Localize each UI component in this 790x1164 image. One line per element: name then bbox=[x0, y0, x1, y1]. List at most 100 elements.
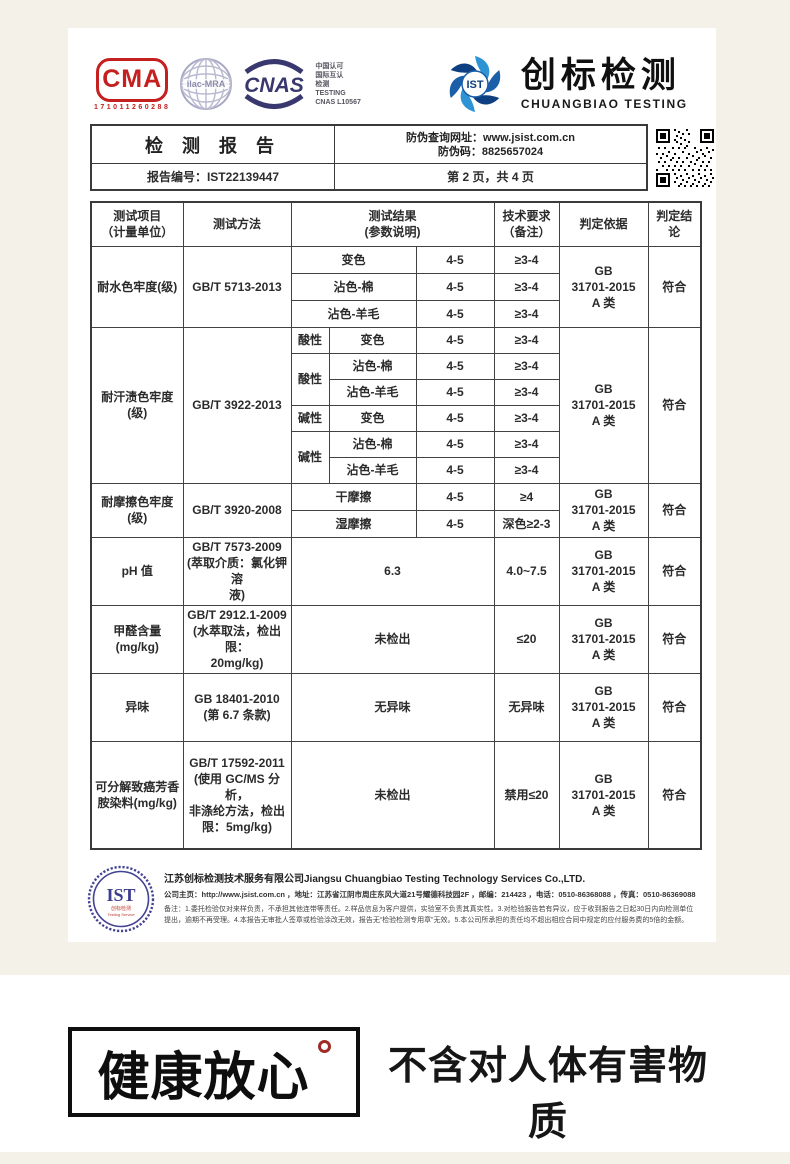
table-row: 沾色-羊毛 4-5 ≥3-4 bbox=[91, 378, 701, 406]
cell-basis: GB 31701-2015 A 类 bbox=[558, 604, 649, 674]
cell-requirement: ≥3-4 bbox=[493, 404, 560, 432]
accreditation-text: 中国认可 国际互认 检测 TESTING CNAS L10567 bbox=[315, 62, 361, 106]
qr-code-icon bbox=[656, 128, 714, 187]
cell-condition: 酸性 bbox=[290, 326, 330, 354]
cell-method: GB/T 5713-2013 bbox=[182, 245, 292, 328]
health-box-label: 健康放心 bbox=[97, 1048, 310, 1107]
cell-result-value: 4-5 bbox=[415, 326, 495, 354]
cma-label: CMA bbox=[102, 65, 163, 93]
cell-requirement: ≥3-4 bbox=[493, 378, 560, 406]
cell-item: 甲醛含量 (mg/kg) bbox=[90, 604, 184, 674]
claim-subline-jp: 人体に有害な物質は含まれていない bbox=[378, 1159, 718, 1164]
cell-requirement: ≥3-4 bbox=[493, 245, 560, 274]
cell-result-value: 无异味 bbox=[290, 672, 495, 742]
cell-basis: GB 31701-2015 A 类 bbox=[558, 536, 649, 606]
report-info-table: 检 测 报 告 防伪查询网址：www.jsist.com.cn 防伪码：8825… bbox=[90, 124, 648, 191]
brand-name-cn: 创标检测 bbox=[520, 55, 681, 95]
cell-requirement: 深色≥2-3 bbox=[493, 509, 560, 538]
cell-requirement: ≥3-4 bbox=[493, 352, 560, 380]
cell-item: 耐汗渍色牢度 (级) bbox=[90, 326, 184, 484]
cell-condition: 碱性 bbox=[290, 430, 330, 484]
cell-result-value: 4-5 bbox=[415, 482, 495, 511]
cell-result-label: 沾色-羊毛 bbox=[328, 378, 417, 406]
cell-result-value: 4-5 bbox=[415, 456, 495, 484]
antifake-url: 防伪查询网址：www.jsist.com.cn bbox=[406, 131, 575, 144]
cell-basis: GB 31701-2015 A 类 bbox=[558, 672, 649, 742]
page-indicator: 第 2 页，共 4 页 bbox=[335, 163, 646, 189]
ilac-label: ilac-MRA bbox=[187, 79, 226, 89]
cell-result-label: 湿摩擦 bbox=[290, 509, 417, 538]
claim-headline: 不含对人体有害物质 bbox=[387, 1045, 708, 1144]
cell-requirement: ≥3-4 bbox=[493, 456, 560, 484]
seal-sub-en: Testing Service bbox=[107, 912, 135, 917]
health-assurance-box: 健康放心 bbox=[68, 1027, 360, 1117]
cell-requirement: 无异味 bbox=[493, 672, 560, 742]
cell-verdict: 符合 bbox=[647, 536, 702, 606]
cell-requirement: ≥3-4 bbox=[493, 272, 560, 301]
cell-verdict: 符合 bbox=[647, 245, 702, 328]
table-row: 耐汗渍色牢度 (级) GB/T 3922-2013 酸性 变色 4-5 ≥3-4… bbox=[90, 326, 702, 484]
cell-result-label: 沾色-棉 bbox=[328, 352, 417, 380]
cma-logo: CMA 171011260288 bbox=[94, 57, 171, 111]
table-row: 碱性 沾色-棉 4-5 ≥3-4 bbox=[91, 430, 701, 484]
cell-result-value: 未检出 bbox=[290, 740, 495, 850]
cell-requirement: 4.0~7.5 bbox=[493, 536, 560, 606]
ist-logo-label: IST bbox=[466, 79, 483, 91]
company-contact: 公司主页：http://www.jsist.com.cn ，地址：江苏省江阴市周… bbox=[164, 890, 696, 899]
cell-method: GB/T 2912.1-2009 (水萃取法，检出限： 20mg/kg) bbox=[182, 604, 292, 674]
table-row: 耐摩擦色牢度 (级) GB/T 3920-2008 干摩擦 4-5 ≥4 GB … bbox=[90, 482, 702, 538]
certification-logos: CMA 171011260288 ilac-MRA CNAS 中国 bbox=[94, 52, 716, 116]
report-title: 检 测 报 告 bbox=[92, 126, 335, 163]
cell-result-value: 4-5 bbox=[415, 404, 495, 432]
cnas-label: CNAS bbox=[245, 74, 305, 97]
cell-result-label: 沾色-羊毛 bbox=[328, 456, 417, 484]
report-paper: CMA 171011260288 ilac-MRA CNAS 中国 bbox=[68, 28, 716, 942]
cell-verdict: 符合 bbox=[647, 740, 702, 850]
cell-result-label: 沾色-棉 bbox=[328, 430, 417, 458]
seal-label: IST bbox=[106, 885, 135, 905]
red-ring-icon bbox=[317, 1039, 331, 1053]
report-info-bar: 检 测 报 告 防伪查询网址：www.jsist.com.cn 防伪码：8825… bbox=[90, 124, 714, 191]
ilac-mra-icon: ilac-MRA bbox=[180, 58, 233, 110]
report-number: 报告编号：IST22139447 bbox=[92, 163, 335, 189]
company-name: 江苏创标检测技术服务有限公司Jiangsu Chuangbiao Testing… bbox=[164, 874, 586, 885]
cell-result-value: 4-5 bbox=[415, 352, 495, 380]
table-row: 酸性 沾色-棉 4-5 ≥3-4 bbox=[91, 352, 701, 406]
table-row: 碱性 变色 4-5 ≥3-4 bbox=[91, 404, 701, 432]
cell-result-label: 沾色-棉 bbox=[290, 272, 417, 301]
cell-result-label: 变色 bbox=[328, 326, 417, 354]
seal-sub-cn: 创标检测 bbox=[111, 905, 131, 912]
ist-logo-icon: IST bbox=[449, 56, 501, 112]
cell-condition: 碱性 bbox=[290, 404, 330, 432]
cell-result-value: 6.3 bbox=[290, 536, 495, 606]
cell-method: GB/T 3920-2008 bbox=[182, 482, 292, 538]
cell-basis: GB 31701-2015 A 类 bbox=[558, 326, 649, 484]
cell-result-value: 4-5 bbox=[415, 378, 495, 406]
cell-item: 耐水色牢度(级) bbox=[90, 245, 184, 328]
cell-verdict: 符合 bbox=[647, 326, 702, 484]
antifake-info: 防伪查询网址：www.jsist.com.cn 防伪码：8825657024 bbox=[335, 126, 646, 163]
table-row: 可分解致癌芳香 胺染料(mg/kg) GB/T 17592-2011 (使用 G… bbox=[90, 740, 702, 850]
brand-block: 创标检测 CHUANGBIAO TESTING bbox=[520, 55, 688, 111]
cell-result-label: 干摩擦 bbox=[290, 482, 417, 511]
cell-requirement: 禁用≤20 bbox=[493, 740, 560, 850]
header-result: 测试结果 (参数说明) bbox=[290, 201, 495, 247]
cell-item: 异味 bbox=[90, 672, 184, 742]
cell-requirement: ≥3-4 bbox=[493, 299, 560, 328]
cell-method: GB/T 3922-2013 bbox=[182, 326, 292, 484]
cma-number: 171011260288 bbox=[94, 103, 171, 111]
cell-requirement: ≥3-4 bbox=[493, 430, 560, 458]
cell-requirement: ≥4 bbox=[493, 482, 560, 511]
antifake-code: 防伪码：8825657024 bbox=[437, 145, 544, 158]
bottom-banner: 健康放心 不含对人体有害物质 人体に有害な物質は含まれていない bbox=[0, 975, 790, 1152]
cell-basis: GB 31701-2015 A 类 bbox=[558, 245, 649, 328]
table-row: pH 值 GB/T 7573-2009 (萃取介质：氯化钾溶 液) 6.3 4.… bbox=[90, 536, 702, 606]
cell-basis: GB 31701-2015 A 类 bbox=[558, 482, 649, 538]
footer-text-block: 江苏创标检测技术服务有限公司Jiangsu Chuangbiao Testing… bbox=[164, 864, 698, 934]
cell-item: pH 值 bbox=[90, 536, 184, 606]
cell-requirement: ≤20 bbox=[493, 604, 560, 674]
cell-item: 耐摩擦色牢度 (级) bbox=[90, 482, 184, 538]
claim-block: 不含对人体有害物质 人体に有害な物質は含まれていない bbox=[378, 1035, 718, 1164]
header-method: 测试方法 bbox=[182, 201, 292, 247]
